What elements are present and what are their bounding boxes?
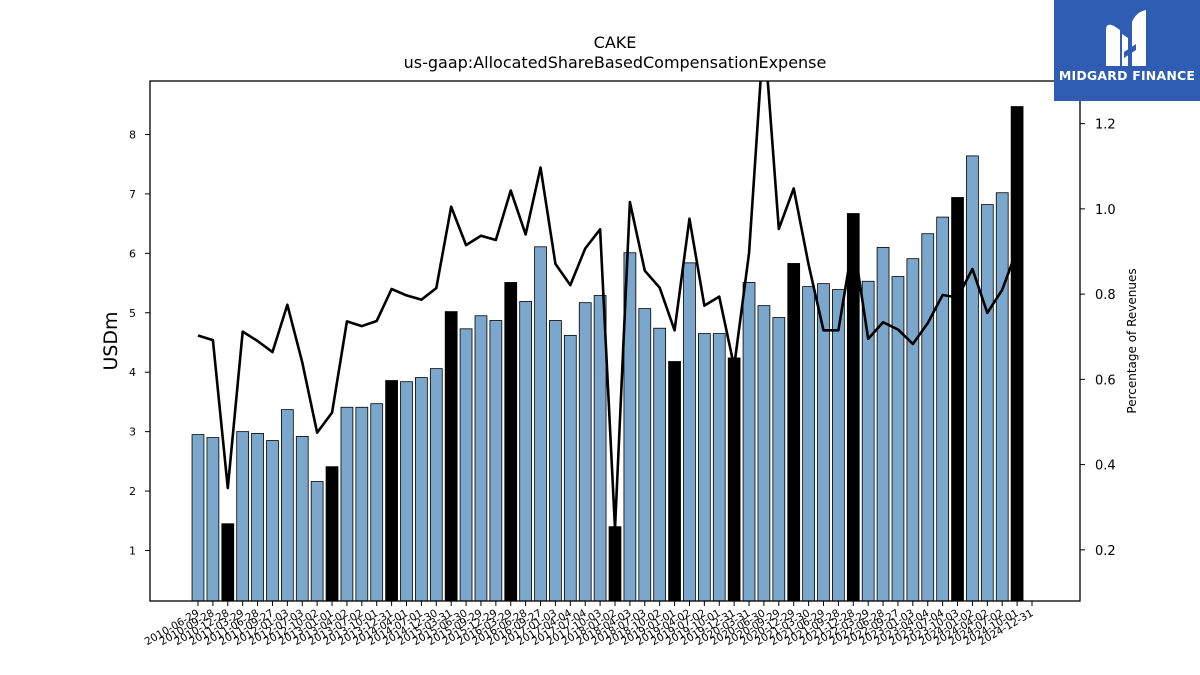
bar-2012-10-02 <box>310 481 324 602</box>
y2-tick-label-1.0: 1.0 <box>1095 203 1116 218</box>
bar-2011-06-28 <box>251 433 264 602</box>
y2-tick-label-0.6: 0.6 <box>1095 373 1116 388</box>
y-tick-label-2: 2 <box>129 485 136 498</box>
bar-2014-12-30 <box>429 368 443 602</box>
x-axis: 2010-06-292010-09-282010-12-282011-03-29… <box>143 601 1036 648</box>
bar-2019-07-02 <box>698 333 711 602</box>
bar-2024-10-01 <box>1010 106 1024 602</box>
y2-tick-label-0.2: 0.2 <box>1095 544 1116 559</box>
bar-2013-04-02 <box>340 406 354 602</box>
chart-subtitle: us-gaap:AllocatedShareBasedCompensationE… <box>404 53 827 72</box>
bar-2014-04-01 <box>400 381 413 602</box>
bar-2014-07-01 <box>415 377 428 602</box>
bar-2012-01-03 <box>280 409 294 602</box>
logo-text: MIDGARD FINANCE <box>1058 68 1196 83</box>
bar-2024-04-02 <box>980 204 994 602</box>
bar-2019-10-01 <box>712 333 726 602</box>
bar-2017-01-03 <box>549 320 562 602</box>
bar-2017-10-03 <box>593 295 607 602</box>
bar-2022-03-29 <box>861 280 875 602</box>
series-line-percentage-of-revenues <box>197 81 1019 530</box>
bar-2024-01-02 <box>966 155 979 602</box>
bars-layer <box>191 106 1024 602</box>
bar-2023-07-04 <box>936 216 950 602</box>
bar-2013-12-31 <box>385 380 398 602</box>
y-tick-label-6: 6 <box>129 247 136 260</box>
midgard-logo-icon <box>1106 10 1146 67</box>
y2-tick-label-1.2: 1.2 <box>1095 118 1116 133</box>
y-tick-label-8: 8 <box>129 128 136 141</box>
bar-2020-12-29 <box>787 263 801 602</box>
line-layer <box>197 81 1019 530</box>
bar-2016-09-27 <box>534 246 547 602</box>
chart-title: CAKE <box>594 33 637 52</box>
brand-logo: MIDGARD FINANCE <box>1054 0 1200 101</box>
bar-2019-01-01 <box>668 361 681 602</box>
y-tick-label-3: 3 <box>129 426 136 439</box>
y-axis-label: USDm <box>100 311 122 370</box>
bar-2018-10-02 <box>653 327 667 602</box>
bar-2018-01-02 <box>608 526 622 602</box>
bar-2010-06-29 <box>191 434 205 602</box>
bar-2016-03-29 <box>504 282 518 602</box>
bar-2019-04-02 <box>683 262 696 602</box>
y-tick-label-4: 4 <box>129 366 136 379</box>
bar-2021-09-28 <box>832 289 845 602</box>
y2-tick-label-0.4: 0.4 <box>1095 459 1116 474</box>
y-axis-left: 1 2 3 4 5 6 7 8 <box>129 128 150 557</box>
bar-2013-07-02 <box>355 406 369 602</box>
y2-axis-label: Percentage of Revenues <box>1125 268 1139 413</box>
bar-2015-09-29 <box>474 315 488 602</box>
y2-tick-label-0.8: 0.8 <box>1095 288 1116 303</box>
bar-2012-07-03 <box>295 435 309 602</box>
bar-2015-03-31 <box>444 311 458 602</box>
bar-2021-03-30 <box>802 286 815 602</box>
bar-2010-09-28 <box>206 437 220 602</box>
bar-2017-07-04 <box>578 302 592 602</box>
bar-2024-07-02 <box>995 192 1009 602</box>
bar-2019-12-31 <box>727 357 741 602</box>
bar-2018-07-03 <box>638 308 652 602</box>
bar-2015-06-30 <box>459 328 473 602</box>
bar-2023-04-04 <box>921 233 935 602</box>
bar-2023-10-03 <box>951 197 964 602</box>
bar-2020-03-31 <box>742 282 756 602</box>
bar-2011-03-29 <box>236 431 250 602</box>
y-tick-label-1: 1 <box>129 544 136 557</box>
y-tick-label-5: 5 <box>129 307 136 320</box>
bar-2016-06-28 <box>519 301 533 602</box>
y-axis-right: 0.2 0.4 0.6 0.8 1.0 1.2 <box>1080 118 1116 559</box>
bar-2022-09-27 <box>891 276 905 602</box>
bar-2011-09-27 <box>266 440 279 602</box>
bar-2015-12-29 <box>489 320 503 602</box>
bar-2017-04-04 <box>563 334 577 602</box>
bar-2013-01-01 <box>325 466 339 602</box>
y-tick-label-7: 7 <box>129 188 136 201</box>
bar-2020-06-30 <box>757 305 771 602</box>
bar-2010-12-28 <box>221 523 235 602</box>
bar-2022-06-28 <box>876 246 890 602</box>
bar-2023-01-03 <box>906 258 920 602</box>
bar-2013-10-01 <box>370 403 384 602</box>
bar-2020-09-29 <box>772 317 786 602</box>
